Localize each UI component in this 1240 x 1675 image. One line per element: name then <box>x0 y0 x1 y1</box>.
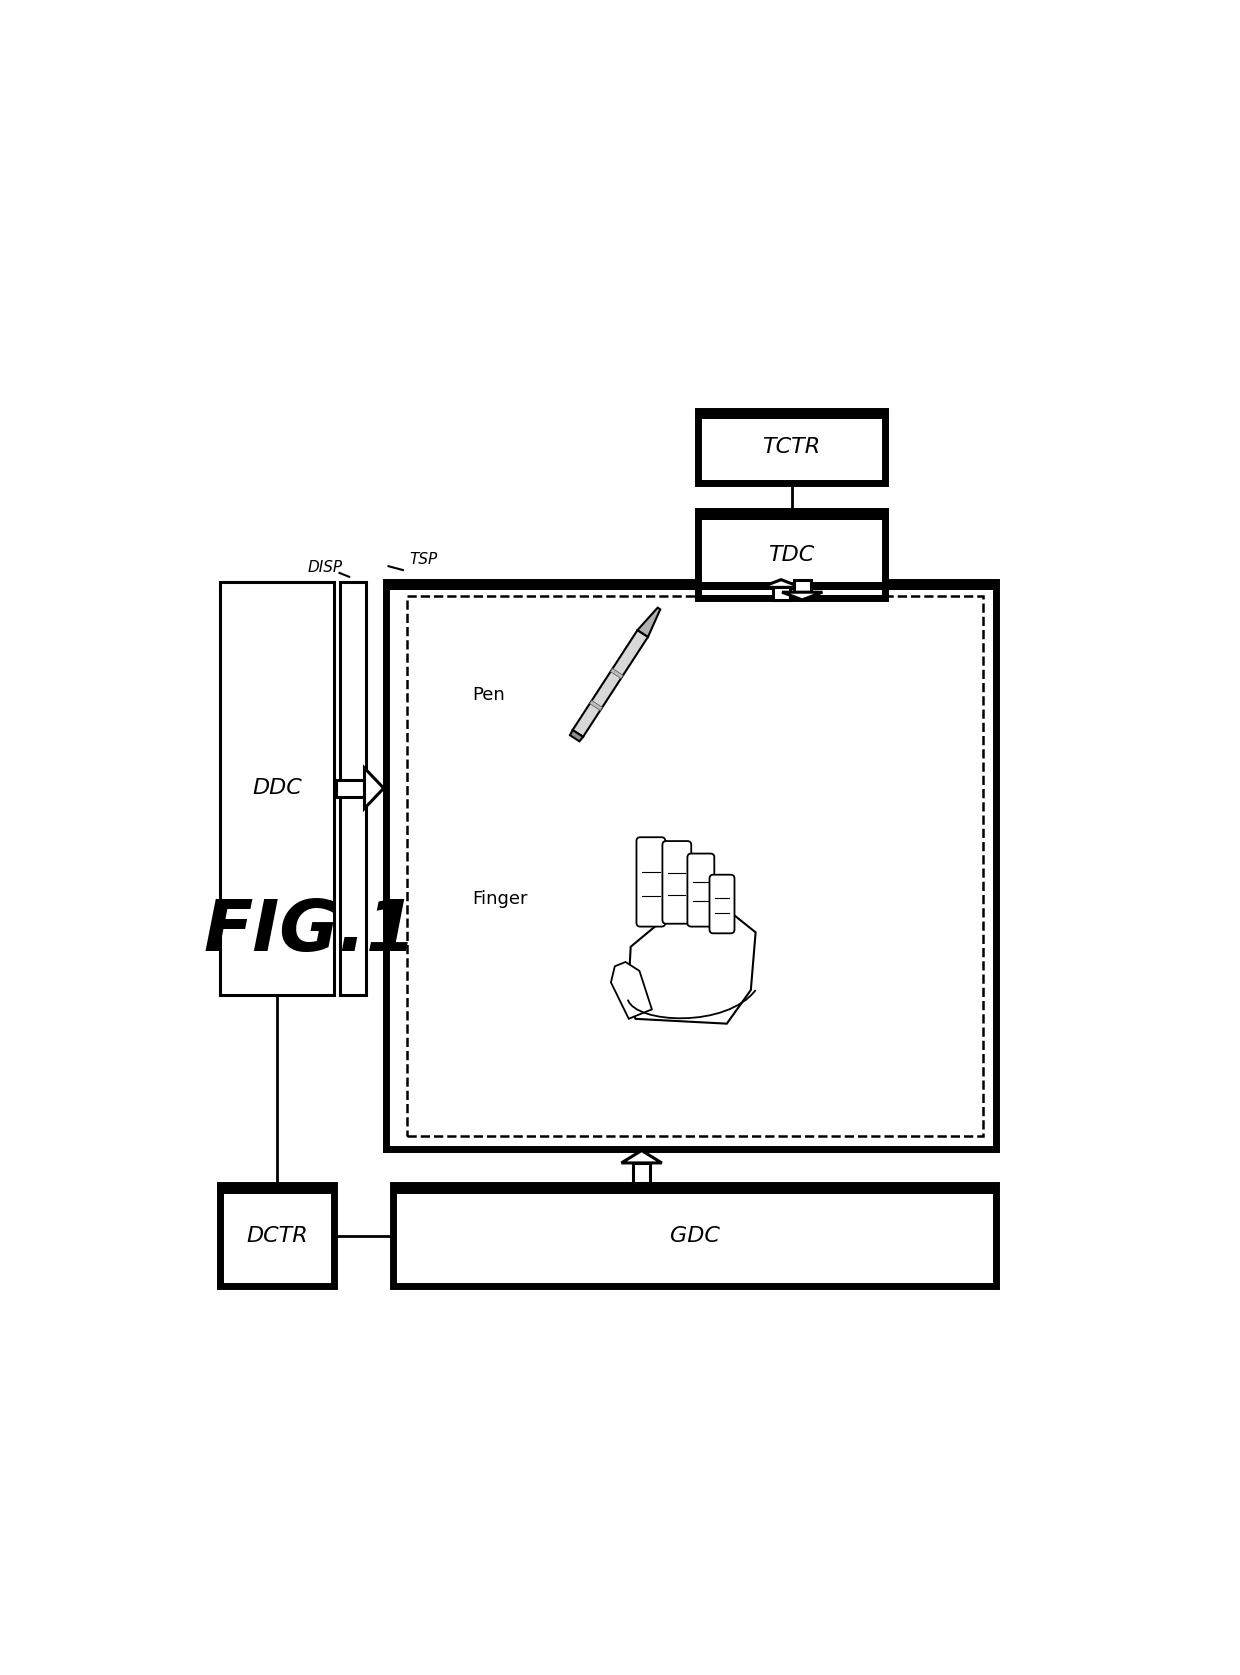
Bar <box>340 581 367 995</box>
Bar <box>698 410 885 419</box>
Bar <box>393 1186 996 1194</box>
Polygon shape <box>637 608 660 636</box>
Bar <box>221 1186 334 1194</box>
Text: TCTR: TCTR <box>763 437 821 457</box>
Bar <box>407 596 983 1136</box>
Text: Finger: Finger <box>472 891 528 908</box>
Polygon shape <box>611 961 652 1018</box>
Text: DISP: DISP <box>308 559 342 575</box>
Polygon shape <box>570 730 583 742</box>
Bar <box>336 781 365 797</box>
Bar <box>393 1186 996 1286</box>
Polygon shape <box>610 668 624 678</box>
Bar <box>698 511 885 598</box>
Bar <box>386 581 996 590</box>
FancyBboxPatch shape <box>687 854 714 926</box>
Bar <box>221 581 334 995</box>
Text: TSP: TSP <box>409 553 438 568</box>
Polygon shape <box>761 580 801 588</box>
FancyBboxPatch shape <box>709 874 734 933</box>
Polygon shape <box>621 1151 662 1162</box>
Bar <box>773 588 790 600</box>
Bar <box>698 511 885 521</box>
Text: FIG.1: FIG.1 <box>203 898 417 966</box>
Bar <box>634 1162 650 1183</box>
Text: DCTR: DCTR <box>247 1226 308 1246</box>
FancyBboxPatch shape <box>662 841 691 923</box>
Text: GDC: GDC <box>670 1226 719 1246</box>
Polygon shape <box>627 913 755 1023</box>
Polygon shape <box>573 630 649 737</box>
FancyBboxPatch shape <box>636 838 666 926</box>
Polygon shape <box>365 769 383 809</box>
Bar <box>386 581 996 1149</box>
Text: Pen: Pen <box>472 685 505 704</box>
Bar <box>221 1186 334 1286</box>
Bar <box>698 410 885 482</box>
Text: DDC: DDC <box>252 779 301 799</box>
Text: TDC: TDC <box>769 544 815 564</box>
Polygon shape <box>782 593 822 600</box>
Bar <box>794 580 811 593</box>
Polygon shape <box>590 700 603 710</box>
